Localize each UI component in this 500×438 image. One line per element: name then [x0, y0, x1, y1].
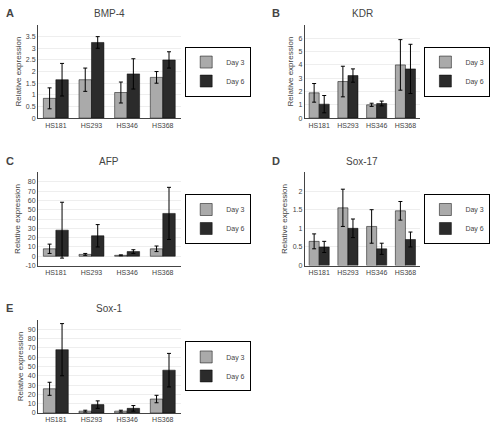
svg-text:HS181: HS181 [308, 122, 330, 129]
svg-text:6: 6 [298, 35, 302, 42]
svg-text:Sox-1: Sox-1 [96, 303, 123, 314]
svg-text:HS181: HS181 [45, 122, 67, 129]
svg-text:HS346: HS346 [366, 122, 388, 129]
svg-text:Day 6: Day 6 [465, 225, 483, 233]
svg-text:0.5: 0.5 [26, 103, 36, 110]
svg-text:HS293: HS293 [337, 269, 359, 276]
svg-text:1.5: 1.5 [26, 80, 36, 87]
svg-text:Day 6: Day 6 [465, 78, 483, 86]
svg-text:Day 3: Day 3 [465, 206, 483, 214]
svg-text:HS368: HS368 [395, 269, 417, 276]
svg-text:HS368: HS368 [152, 416, 174, 423]
svg-text:3: 3 [298, 75, 302, 82]
svg-text:Day 3: Day 3 [226, 354, 244, 362]
svg-text:Day 6: Day 6 [226, 78, 244, 86]
svg-text:20: 20 [28, 234, 36, 241]
svg-text:5: 5 [298, 48, 302, 55]
svg-text:C: C [6, 155, 14, 167]
svg-text:HS293: HS293 [81, 269, 103, 276]
svg-text:3.5: 3.5 [26, 33, 36, 40]
svg-text:30: 30 [28, 225, 36, 232]
svg-text:30: 30 [28, 382, 36, 389]
svg-text:E: E [6, 302, 13, 314]
svg-text:B: B [272, 7, 280, 19]
svg-text:BMP-4: BMP-4 [94, 8, 125, 19]
svg-text:HS346: HS346 [116, 269, 138, 276]
svg-text:0.5: 0.5 [293, 243, 303, 250]
svg-text:0: 0 [32, 115, 36, 122]
svg-text:50: 50 [28, 206, 36, 213]
svg-text:HS181: HS181 [308, 269, 330, 276]
svg-text:HS368: HS368 [152, 122, 174, 129]
svg-text:2: 2 [298, 88, 302, 95]
svg-text:Day 3: Day 3 [226, 206, 244, 214]
svg-text:60: 60 [28, 197, 36, 204]
svg-text:1: 1 [298, 225, 302, 232]
svg-text:2.5: 2.5 [26, 56, 36, 63]
svg-text:2: 2 [32, 68, 36, 75]
svg-text:HS181: HS181 [45, 269, 67, 276]
svg-text:Day 3: Day 3 [226, 59, 244, 67]
svg-text:HS346: HS346 [366, 269, 388, 276]
svg-text:AFP: AFP [99, 156, 119, 167]
svg-text:HS346: HS346 [116, 122, 138, 129]
svg-text:80: 80 [28, 178, 36, 185]
svg-text:Relative expression: Relative expression [16, 332, 25, 402]
svg-text:Day 6: Day 6 [226, 225, 244, 233]
svg-text:HS293: HS293 [81, 416, 103, 423]
svg-text:HS368: HS368 [395, 122, 417, 129]
svg-text:Sox-17: Sox-17 [346, 156, 378, 167]
svg-text:Day 3: Day 3 [465, 59, 483, 67]
svg-text:0: 0 [298, 115, 302, 122]
svg-text:1: 1 [32, 91, 36, 98]
svg-text:10: 10 [28, 400, 36, 407]
svg-text:Relative expression: Relative expression [13, 184, 22, 254]
svg-text:0: 0 [298, 262, 302, 269]
svg-text:10: 10 [28, 243, 36, 250]
svg-text:90: 90 [28, 326, 36, 333]
svg-text:KDR: KDR [352, 8, 373, 19]
svg-text:Relative expression: Relative expression [280, 184, 289, 254]
svg-text:Relative expression: Relative expression [286, 37, 295, 107]
svg-text:4: 4 [298, 61, 302, 68]
svg-text:D: D [272, 155, 280, 167]
svg-text:80: 80 [28, 335, 36, 342]
svg-text:A: A [6, 7, 14, 19]
svg-text:20: 20 [28, 391, 36, 398]
svg-text:3: 3 [32, 45, 36, 52]
svg-text:70: 70 [28, 344, 36, 351]
svg-text:1: 1 [298, 101, 302, 108]
svg-text:60: 60 [28, 354, 36, 361]
svg-text:50: 50 [28, 363, 36, 370]
svg-text:HS181: HS181 [45, 416, 67, 423]
svg-text:0: 0 [32, 409, 36, 416]
svg-text:Relative expression: Relative expression [14, 37, 23, 107]
svg-text:-10: -10 [25, 262, 35, 269]
svg-text:0: 0 [32, 253, 36, 260]
svg-text:1.5: 1.5 [293, 206, 303, 213]
svg-text:40: 40 [28, 215, 36, 222]
svg-text:HS293: HS293 [81, 122, 103, 129]
svg-text:HS368: HS368 [152, 269, 174, 276]
svg-text:70: 70 [28, 188, 36, 195]
svg-text:HS293: HS293 [337, 122, 359, 129]
svg-text:2: 2 [298, 188, 302, 195]
svg-text:HS346: HS346 [116, 416, 138, 423]
svg-text:Day 6: Day 6 [226, 373, 244, 381]
svg-text:40: 40 [28, 372, 36, 379]
